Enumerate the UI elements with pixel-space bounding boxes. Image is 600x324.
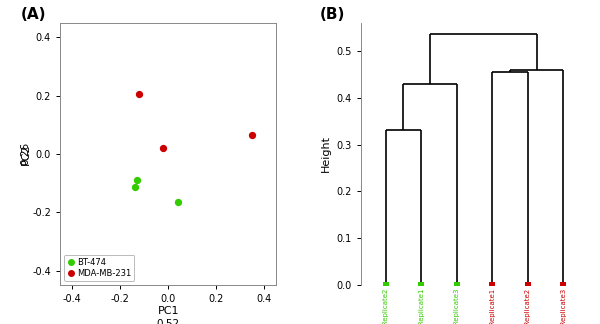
- Point: [132, 178, 142, 183]
- Text: 0.52: 0.52: [157, 319, 180, 324]
- Legend: BT-474, MDA-MB-231: BT-474, MDA-MB-231: [64, 255, 134, 281]
- Point: [487, 283, 497, 288]
- Point: [248, 132, 257, 137]
- Point: [381, 283, 391, 288]
- Point: [134, 92, 144, 97]
- Point: [158, 145, 168, 151]
- Point: [523, 283, 532, 288]
- Point: [416, 283, 426, 288]
- Text: 0.26: 0.26: [20, 142, 31, 166]
- Point: [130, 185, 139, 190]
- Y-axis label: Height: Height: [321, 135, 331, 172]
- Point: [452, 283, 461, 288]
- Text: (A): (A): [21, 7, 47, 22]
- Point: [559, 283, 568, 288]
- Text: (B): (B): [320, 7, 345, 22]
- X-axis label: PC1: PC1: [157, 306, 179, 316]
- Point: [173, 200, 182, 205]
- Y-axis label: PC2: PC2: [21, 143, 31, 165]
